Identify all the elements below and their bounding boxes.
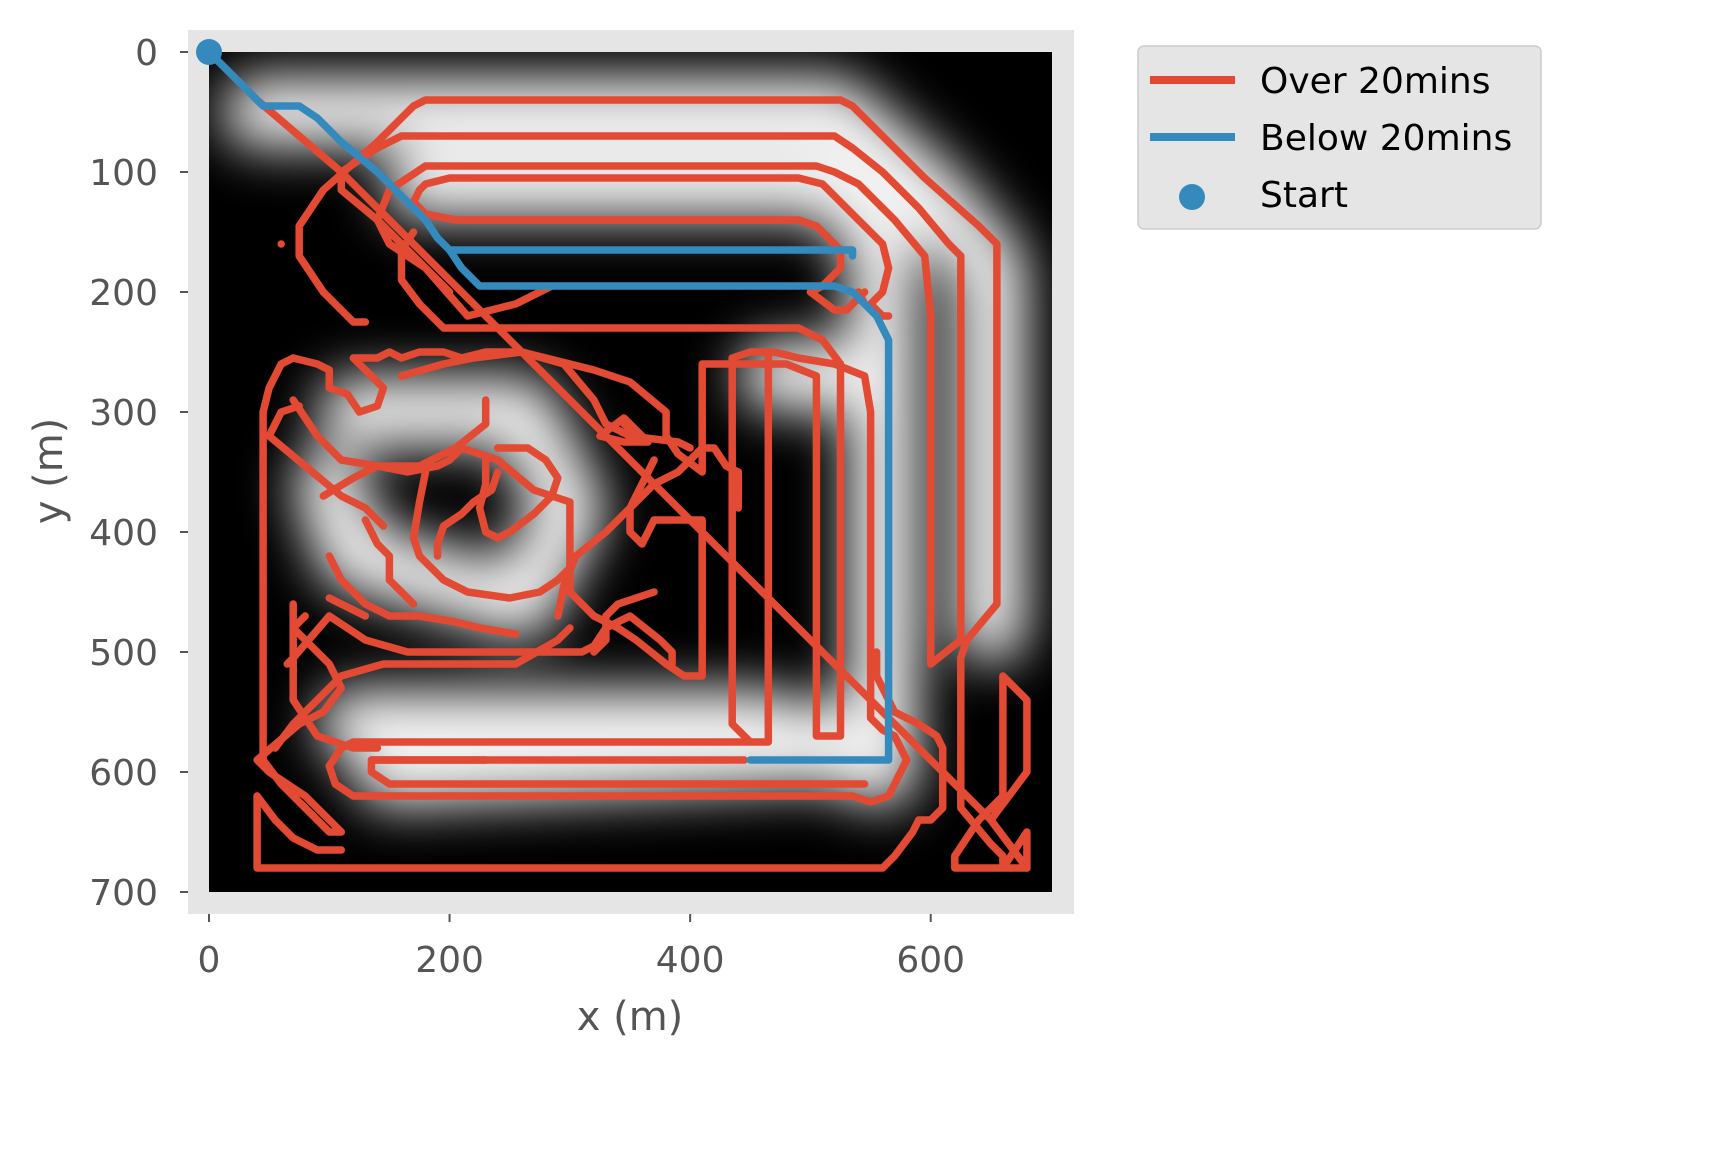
series-line-over-20mins-19: [265, 402, 388, 530]
legend-label-start: Start: [1260, 175, 1348, 216]
series-line-over-20mins-28: [596, 414, 652, 446]
legend-swatch-start: [1179, 184, 1205, 210]
y-axis-label: y (m): [26, 418, 72, 525]
y-tick-label: 100: [89, 153, 158, 194]
heatmap-glow-band: [318, 689, 918, 807]
series-line-over-20mins-20: [319, 444, 743, 680]
y-axis-ticks: 0 100 200 300 400 500 600 700: [89, 33, 188, 914]
x-tick-label: 400: [656, 940, 725, 981]
x-axis-ticks: 0 200 400 600: [198, 914, 965, 981]
series-line-over-20mins-23: [409, 468, 574, 602]
x-tick-label: 200: [415, 940, 484, 981]
y-tick-label: 0: [135, 33, 158, 74]
series-line-over-20mins-29: [289, 396, 490, 470]
series-line-over-20mins-0: [209, 52, 1031, 872]
series-line-over-20mins-4: [451, 216, 869, 314]
series-line-over-20mins-16: [325, 594, 370, 620]
y-tick-label: 600: [89, 753, 158, 794]
legend-box: [1137, 45, 1542, 230]
series-line-over-20mins-1: [295, 96, 1031, 872]
x-axis-label: x (m): [577, 994, 684, 1040]
legend: Over 20mins Below 20mins Start: [1137, 45, 1542, 230]
series-line-over-20mins-2: [337, 132, 965, 668]
x-tick-label: 0: [198, 940, 221, 981]
series-layer: [209, 52, 1031, 872]
y-tick-label: 400: [89, 513, 158, 554]
series-line-over-20mins-30: [325, 552, 520, 638]
y-tick-label: 500: [89, 633, 158, 674]
series-line-over-20mins-22: [475, 444, 562, 542]
y-tick-label: 700: [89, 873, 158, 914]
series-line-over-20mins-3: [409, 174, 893, 320]
series-line-over-20mins-25: [361, 516, 418, 608]
legend-label-below-20mins: Below 20mins: [1260, 118, 1512, 159]
series-line-over-20mins-13: [271, 624, 574, 752]
y-tick-label: 300: [89, 393, 158, 434]
heatmap-glow-band: [222, 77, 1026, 663]
series-line-over-20mins-5: [253, 228, 845, 836]
series-line-over-20mins-17: [397, 348, 694, 452]
series-line-below-20mins-1: [445, 246, 893, 764]
series-line-below-20mins-0: [209, 52, 857, 260]
series-line-over-20mins-26: [554, 456, 658, 620]
series-line-over-20mins-14: [283, 612, 676, 668]
y-tick-label: 200: [89, 273, 158, 314]
heatmap-glow-band: [294, 377, 605, 639]
marker-layer: [196, 39, 222, 65]
series-line-over-20mins-12: [289, 612, 382, 752]
start-point: [196, 39, 222, 65]
series-line-over-20mins-10: [253, 792, 346, 854]
series-line-over-20mins-27: [590, 588, 658, 656]
legend-label-over-20mins: Over 20mins: [1260, 61, 1490, 102]
x-tick-label: 600: [896, 940, 965, 981]
series-line-over-20mins-7: [325, 348, 911, 806]
series-line-over-20mins-24: [433, 468, 502, 560]
